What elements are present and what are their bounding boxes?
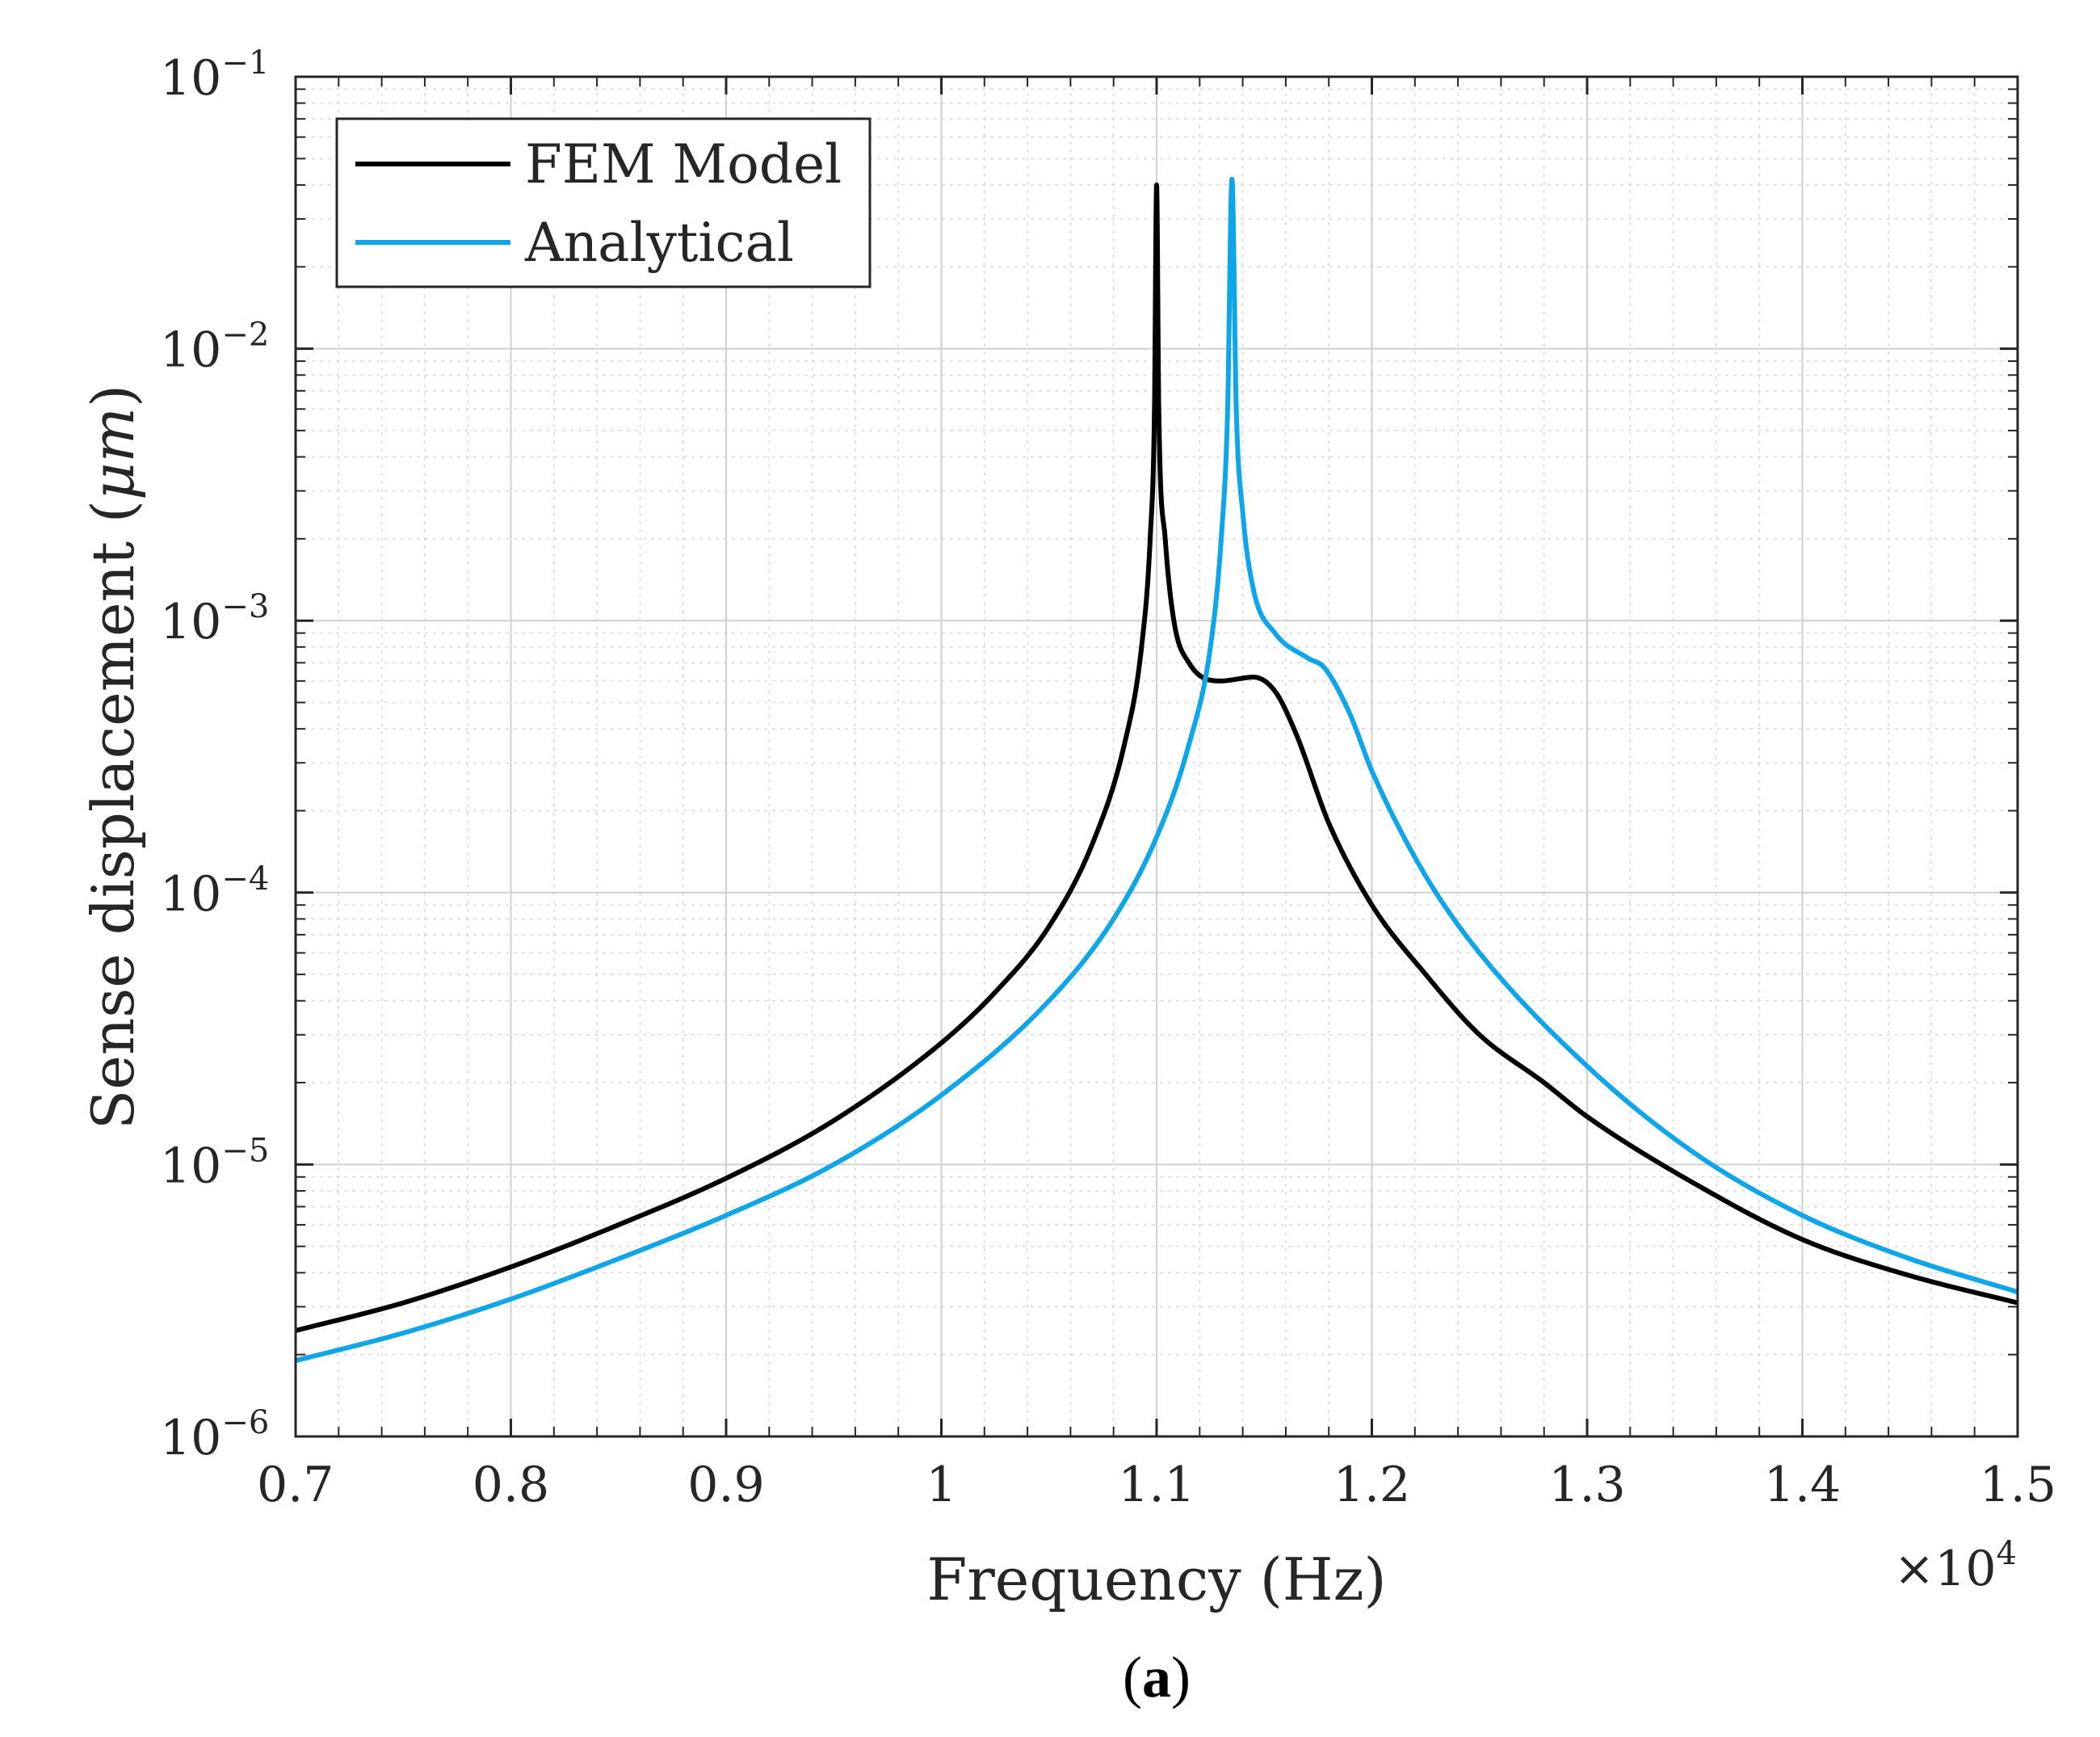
y-tick-label: 10−5 [160,1132,269,1194]
tick-marks [294,75,2019,1438]
x-tick-label: 0.9 [687,1457,764,1513]
y-tick-label-base: 10 [160,50,221,107]
y-tick-label: 10−1 [160,44,269,107]
x-tick-label: 1.5 [1980,1457,2056,1513]
y-tick-label-base: 10 [160,866,221,923]
x-tick-label: 1.1 [1118,1457,1195,1513]
y-axis-title-unit: μm [79,407,147,500]
caption-close: ) [1171,1645,1191,1710]
series-line-fem-model [296,182,2018,1334]
minor-grid [296,77,2018,1436]
legend-label-analytical: Analytical [524,212,794,274]
caption-letter: a [1142,1645,1171,1710]
legend-box [335,117,872,288]
x-tick-label: 1.2 [1334,1457,1410,1513]
legend-label-fem-model: FEM Model [525,133,842,196]
y-axis-title-prefix: Sense displacement ( [79,500,147,1129]
x-axis-title: Frequency (Hz) [926,1546,1386,1613]
series-group [296,176,2018,1364]
figure-caption: (a) [1123,1645,1191,1710]
y-tick-label-exp: −3 [221,588,269,625]
y-tick-label-base: 10 [160,322,221,379]
x-multiplier-base: ×10 [1894,1541,1997,1597]
y-axis-title-suffix: ) [79,385,147,407]
y-tick-label: 10−3 [160,588,269,650]
y-tick-label-exp: −5 [221,1132,269,1169]
x-multiplier: ×104 [1894,1535,2017,1597]
y-tick-labels: 10−110−210−310−410−510−6 [160,44,269,1466]
y-tick-label-base: 10 [160,1410,221,1466]
y-tick-label-base: 10 [160,1138,221,1194]
y-axis-title: Sense displacement (μm) [79,385,147,1129]
y-tick-label: 10−2 [160,317,269,379]
y-tick-label: 10−4 [160,860,269,923]
y-tick-label-exp: −1 [221,44,269,82]
y-tick-label: 10−6 [160,1404,269,1466]
x-multiplier-exp: 4 [1997,1535,2017,1572]
series-line-analytical [296,176,2018,1364]
x-tick-label: 1.3 [1548,1457,1625,1513]
y-tick-label-exp: −2 [221,317,269,354]
x-tick-labels: 0.7 0.8 0.9 1 1.1 1.2 1.3 1.4 1.5 [257,1457,2056,1513]
x-tick-label: 0.8 [472,1457,549,1513]
caption-open: ( [1123,1645,1142,1710]
x-tick-label: 1.4 [1764,1457,1841,1513]
y-tick-label-exp: −4 [221,860,269,898]
x-tick-label: 1 [926,1457,956,1513]
legend: FEM Model Analytical [335,117,872,288]
x-tick-label: 0.7 [257,1457,334,1513]
y-tick-label-exp: −6 [221,1404,269,1441]
y-tick-label-base: 10 [160,594,221,650]
